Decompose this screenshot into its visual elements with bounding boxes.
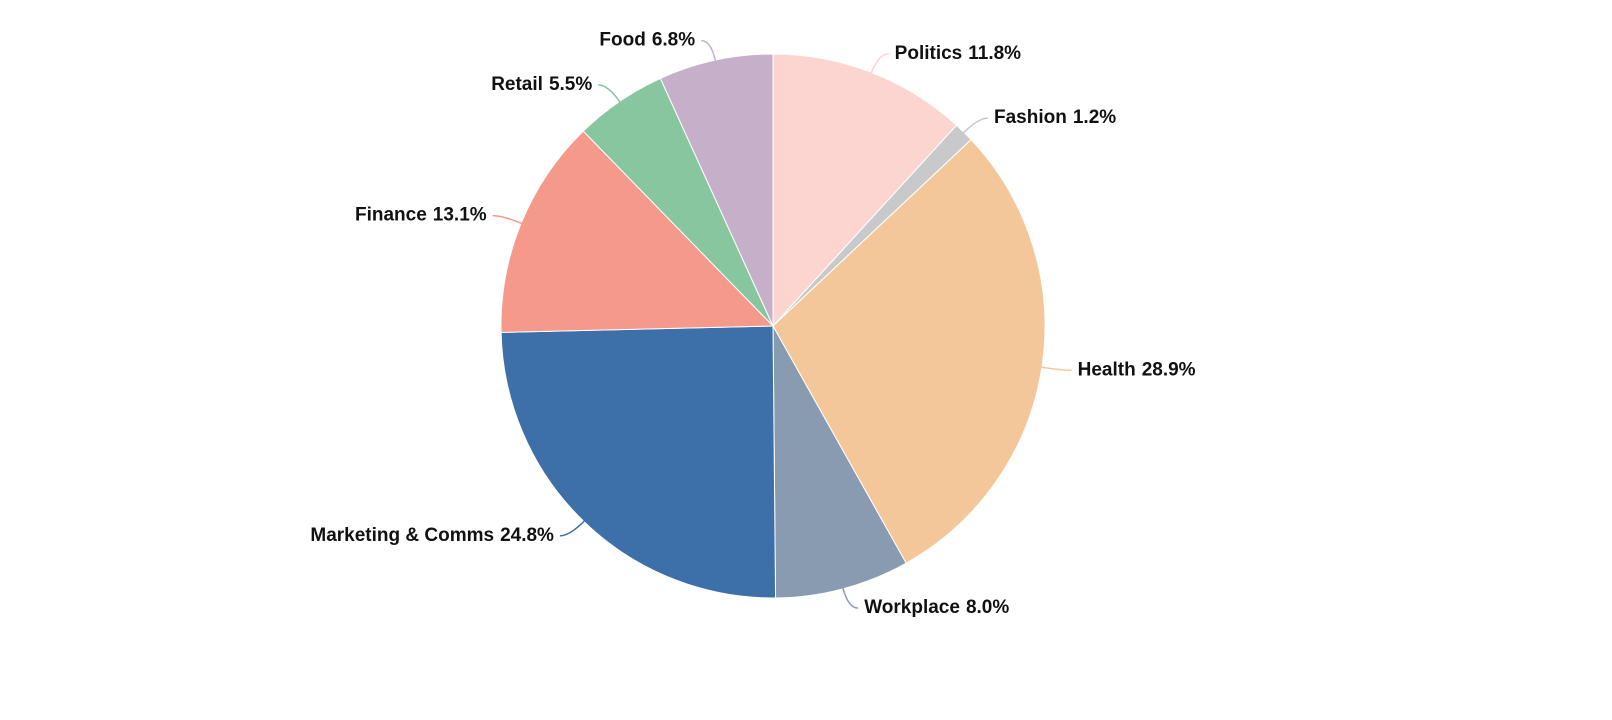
label-connector — [559, 519, 586, 537]
slice-label: Health 28.9% — [1078, 359, 1196, 380]
slice-label-name: Health — [1078, 359, 1136, 380]
slice-label: Fashion 1.2% — [994, 107, 1116, 128]
label-connector — [962, 117, 989, 135]
slice-label-value: 1.2% — [1073, 107, 1116, 128]
slice-label-value: 6.8% — [652, 30, 695, 51]
slice-label: Workplace 8.0% — [864, 597, 1009, 618]
slice-label-name: Retail — [491, 74, 543, 95]
label-connector — [1039, 366, 1072, 372]
slice-label: Food 6.8% — [599, 30, 695, 51]
slice-label-name: Politics — [895, 43, 963, 64]
slice-label-value: 13.1% — [433, 205, 487, 226]
pie-slice — [500, 325, 777, 599]
slice-label-name: Fashion — [994, 107, 1067, 128]
slice-label-name: Finance — [355, 205, 427, 226]
label-connector — [492, 214, 524, 225]
label-connector — [870, 53, 889, 75]
slice-label-value: 5.5% — [549, 74, 592, 95]
slice-label: Politics 11.8% — [895, 43, 1022, 64]
slice-label-name: Marketing & Comms — [310, 525, 494, 546]
slice-label-value: 24.8% — [500, 525, 554, 546]
slice-label: Marketing & Comms 24.8% — [310, 525, 554, 546]
slice-label-value: 28.9% — [1142, 359, 1196, 380]
slice-label-name: Food — [599, 30, 645, 51]
slice-label: Retail 5.5% — [491, 74, 592, 95]
slice-label-name: Workplace — [864, 597, 960, 618]
label-connector — [701, 39, 717, 63]
slice-label-value: 11.8% — [968, 43, 1021, 64]
label-connector — [598, 84, 622, 104]
label-connector — [841, 586, 859, 609]
slice-label: Finance 13.1% — [355, 205, 487, 226]
slice-label-value: 8.0% — [966, 597, 1009, 618]
